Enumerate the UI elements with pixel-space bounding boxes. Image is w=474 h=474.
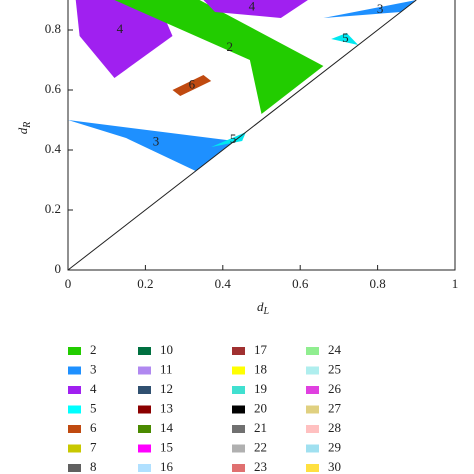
legend-label: 4 bbox=[90, 381, 97, 396]
legend-swatch bbox=[306, 425, 319, 433]
legend-label: 21 bbox=[254, 420, 267, 435]
legend-label: 19 bbox=[254, 381, 267, 396]
legend-swatch bbox=[232, 464, 245, 472]
y-tick-label: 0.6 bbox=[45, 81, 62, 96]
legend-swatch bbox=[306, 405, 319, 414]
y-axis-label: dR bbox=[15, 122, 33, 135]
legend-swatch bbox=[68, 386, 81, 394]
legend-swatch bbox=[306, 464, 319, 472]
legend-swatch bbox=[68, 366, 81, 375]
y-tick-label: 0.4 bbox=[45, 141, 62, 156]
legend-swatch bbox=[138, 464, 151, 472]
diagonal bbox=[67, 0, 417, 271]
region-label: 4 bbox=[249, 0, 256, 13]
x-tick-label: 1 bbox=[452, 276, 459, 291]
legend-label: 11 bbox=[160, 361, 173, 376]
legend-label: 18 bbox=[254, 361, 267, 376]
x-tick-label: 0.8 bbox=[369, 276, 385, 291]
region-label: 4 bbox=[117, 21, 124, 36]
legend-swatch bbox=[306, 366, 319, 375]
legend-swatch bbox=[232, 386, 245, 394]
legend-label: 7 bbox=[90, 439, 97, 454]
legend-label: 20 bbox=[254, 400, 267, 415]
legend-label: 12 bbox=[160, 381, 173, 396]
y-tick-label: 0.2 bbox=[45, 201, 61, 216]
region bbox=[331, 33, 359, 45]
y-tick-label: 0.8 bbox=[45, 21, 61, 36]
region bbox=[68, 120, 235, 171]
region-label: 2 bbox=[227, 39, 234, 54]
legend-label: 23 bbox=[254, 459, 267, 474]
y-label-subscript: R bbox=[22, 122, 33, 129]
region-label: 6 bbox=[189, 76, 196, 91]
region bbox=[203, 0, 308, 18]
x-tick-label: 0.2 bbox=[137, 276, 153, 291]
region-label: 3 bbox=[377, 1, 384, 16]
legend-label: 8 bbox=[90, 459, 97, 474]
region-label: 3 bbox=[153, 133, 160, 148]
legend-label: 14 bbox=[160, 420, 174, 435]
x-tick-label: 0.4 bbox=[215, 276, 232, 291]
legend-swatch bbox=[232, 425, 245, 433]
legend-label: 22 bbox=[254, 439, 267, 454]
legend-swatch bbox=[138, 366, 151, 375]
legend-swatch bbox=[232, 405, 245, 414]
legend-swatch bbox=[232, 347, 245, 355]
legend-swatch bbox=[68, 444, 81, 453]
legend-label: 10 bbox=[160, 342, 173, 357]
legend-swatch bbox=[306, 386, 319, 394]
legend-swatch bbox=[306, 347, 319, 355]
plot-frame bbox=[67, 0, 456, 271]
region bbox=[172, 75, 212, 96]
region bbox=[211, 132, 247, 147]
legend-swatch bbox=[232, 444, 245, 453]
legend-swatch bbox=[306, 444, 319, 453]
y-label-symbol: d bbox=[15, 127, 30, 134]
legend-label: 30 bbox=[328, 459, 341, 474]
legend-label: 29 bbox=[328, 439, 341, 454]
legend-label: 3 bbox=[90, 361, 97, 376]
x-label-symbol: d bbox=[257, 299, 264, 314]
x-axis-label: dL bbox=[257, 299, 270, 317]
legend-label: 27 bbox=[328, 400, 342, 415]
legend-label: 26 bbox=[328, 381, 342, 396]
region-label: 5 bbox=[342, 30, 349, 45]
legend-swatch bbox=[68, 347, 81, 355]
legend-label: 15 bbox=[160, 439, 173, 454]
legend-swatch bbox=[138, 425, 151, 433]
legend-label: 6 bbox=[90, 420, 97, 435]
x-tick-label: 0 bbox=[65, 276, 72, 291]
legend-swatch bbox=[68, 425, 81, 433]
legend-swatch bbox=[68, 405, 81, 414]
x-label-subscript: L bbox=[262, 306, 269, 317]
legend-swatch bbox=[138, 386, 151, 394]
legend-swatch bbox=[232, 366, 245, 375]
legend-label: 24 bbox=[328, 342, 342, 357]
region bbox=[114, 0, 324, 114]
legend-label: 28 bbox=[328, 420, 341, 435]
region-label: 5 bbox=[230, 131, 237, 146]
legend-label: 25 bbox=[328, 361, 341, 376]
legend-swatch bbox=[68, 464, 81, 472]
legend-label: 13 bbox=[160, 400, 173, 415]
legend-label: 2 bbox=[90, 342, 97, 357]
legend-swatch bbox=[138, 444, 151, 453]
x-tick-label: 0.6 bbox=[292, 276, 309, 291]
region bbox=[323, 0, 417, 18]
legend-swatch bbox=[138, 347, 151, 355]
legend-label: 5 bbox=[90, 400, 97, 415]
region bbox=[75, 0, 173, 78]
legend-label: 17 bbox=[254, 342, 268, 357]
legend-label: 16 bbox=[160, 459, 174, 474]
legend-swatch bbox=[138, 405, 151, 414]
y-tick-label: 0 bbox=[55, 261, 62, 276]
